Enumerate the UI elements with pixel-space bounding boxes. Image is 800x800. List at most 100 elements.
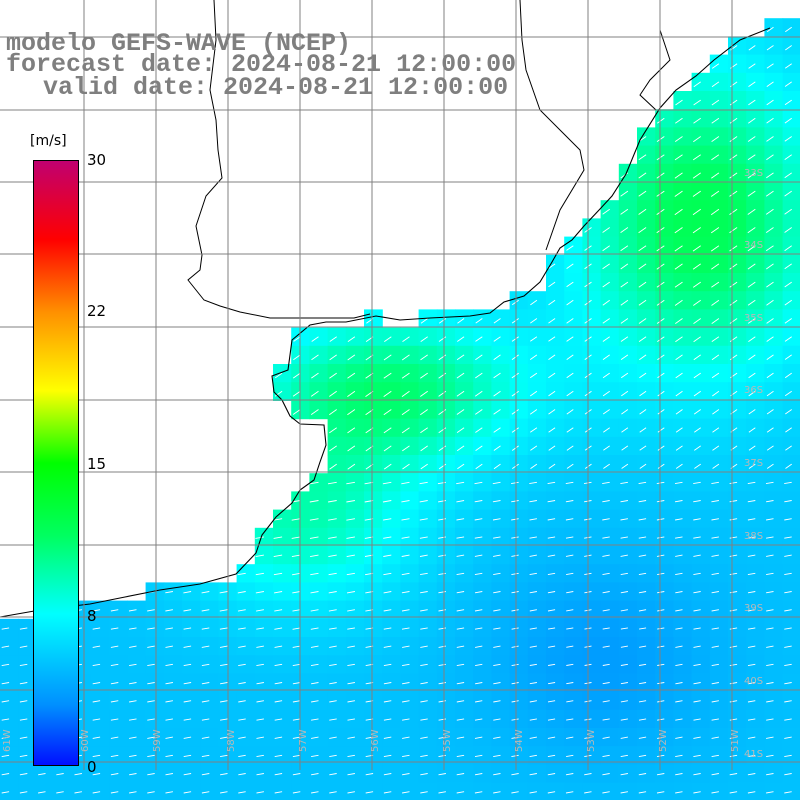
wind-speed-cell	[746, 254, 765, 274]
wind-speed-cell	[400, 564, 420, 583]
wind-speed-cell	[673, 345, 693, 365]
wind-arrow	[383, 736, 392, 739]
wind-speed-cell	[600, 491, 620, 511]
wind-arrow	[674, 245, 683, 252]
wind-speed-cell	[546, 473, 565, 492]
wind-arrow	[420, 354, 428, 361]
wind-speed-cell	[673, 600, 693, 620]
wind-speed-cell	[582, 782, 602, 800]
wind-arrow	[493, 390, 501, 397]
wind-arrow	[566, 627, 574, 630]
wind-speed-cell	[473, 637, 492, 656]
wind-speed-cell	[691, 109, 711, 128]
wind-arrow	[656, 281, 665, 288]
wind-speed-cell	[182, 746, 201, 765]
wind-arrow	[620, 281, 629, 288]
wind-speed-cell	[400, 436, 420, 456]
wind-speed-cell	[509, 600, 529, 620]
wind-arrow	[274, 627, 283, 630]
wind-speed-cell	[163, 709, 183, 729]
wind-speed-cell	[709, 327, 729, 347]
wind-speed-cell	[564, 491, 583, 511]
wind-speed-cell	[327, 618, 347, 638]
wind-speed-cell	[655, 637, 674, 656]
wind-speed-cell	[527, 637, 547, 656]
wind-speed-cell	[673, 400, 693, 420]
wind-speed-cell	[364, 327, 383, 347]
wind-speed-cell	[746, 145, 765, 165]
wind-arrow	[548, 463, 556, 469]
wind-arrow	[711, 500, 719, 503]
wind-speed-cell	[473, 691, 492, 711]
wind-arrow	[456, 609, 465, 612]
wind-speed-cell	[764, 764, 784, 784]
wind-speed-cell	[709, 418, 729, 438]
wind-speed-cell	[436, 764, 456, 784]
wind-speed-cell	[491, 764, 511, 784]
wind-speed-cell	[709, 764, 729, 784]
longitude-label: 58W	[226, 729, 237, 752]
wind-arrow	[675, 572, 683, 576]
wind-speed-cell	[473, 455, 492, 474]
wind-speed-cell	[691, 200, 711, 219]
wind-arrow	[748, 117, 756, 124]
wind-speed-cell	[309, 618, 329, 638]
wind-speed-cell	[345, 709, 365, 729]
wind-speed-cell	[273, 691, 292, 711]
wind-speed-cell	[764, 436, 784, 456]
wind-arrow	[675, 645, 683, 648]
wind-arrow	[311, 354, 319, 361]
wind-arrow	[729, 154, 738, 161]
longitude-label: 53W	[586, 729, 597, 752]
wind-speed-cell	[582, 564, 602, 583]
wind-arrow	[238, 627, 246, 630]
wind-arrow	[530, 445, 538, 451]
wind-arrow	[620, 263, 629, 270]
wind-speed-cell	[728, 582, 747, 602]
wind-speed-cell	[382, 327, 401, 347]
wind-arrow	[456, 663, 465, 667]
wind-speed-cell	[327, 728, 347, 747]
wind-arrow	[438, 390, 447, 397]
wind-speed-cell	[618, 200, 638, 219]
wind-speed-cell	[18, 655, 37, 674]
wind-arrow	[420, 663, 428, 667]
wind-arrow	[620, 736, 628, 739]
wind-speed-cell	[709, 746, 729, 765]
wind-arrow	[438, 372, 447, 379]
wind-speed-cell	[618, 582, 638, 602]
wind-speed-cell	[618, 327, 638, 347]
wind-arrow	[566, 682, 574, 685]
wind-speed-cell	[746, 182, 765, 201]
wind-speed-cell	[254, 582, 274, 602]
wind-speed-cell	[673, 436, 693, 456]
wind-arrow	[309, 518, 319, 521]
wind-speed-cell	[364, 564, 383, 583]
wind-arrow	[766, 154, 774, 161]
wind-speed-cell	[655, 200, 674, 219]
wind-arrow	[565, 791, 574, 794]
wind-arrow	[675, 354, 683, 361]
wind-arrow	[493, 463, 501, 470]
wind-speed-cell	[382, 527, 401, 547]
wind-arrow	[274, 645, 283, 648]
wind-speed-cell	[691, 127, 711, 147]
wind-speed-cell	[600, 455, 620, 474]
wind-arrow	[748, 445, 756, 451]
wind-arrow	[291, 554, 301, 558]
wind-arrow	[419, 554, 428, 557]
wind-arrow	[748, 63, 756, 69]
wind-speed-cell	[709, 72, 729, 92]
wind-arrow	[255, 572, 264, 576]
wind-arrow	[402, 682, 410, 685]
wind-arrow	[511, 445, 519, 451]
wind-arrow	[238, 700, 246, 703]
wind-arrow	[256, 700, 264, 703]
wind-speed-cell	[418, 691, 438, 711]
wind-speed-cell	[709, 582, 729, 602]
wind-speed-cell	[728, 527, 747, 547]
wind-arrow	[220, 791, 228, 794]
wind-arrow	[492, 518, 501, 521]
wind-speed-cell	[182, 764, 201, 784]
wind-arrow	[183, 682, 192, 685]
